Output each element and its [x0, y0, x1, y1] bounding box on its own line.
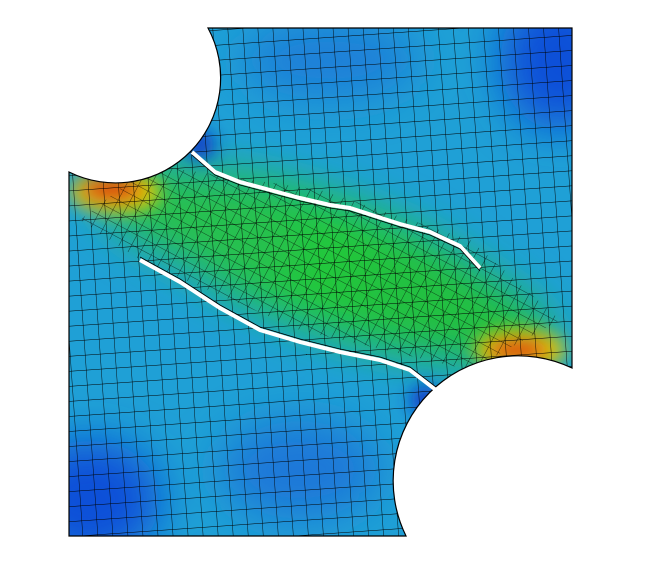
plate — [69, 28, 572, 536]
crack-edge — [191, 154, 481, 272]
crack — [139, 258, 438, 392]
crack-edge — [139, 256, 437, 388]
crack — [190, 150, 482, 270]
plate-outline — [68, 27, 573, 537]
